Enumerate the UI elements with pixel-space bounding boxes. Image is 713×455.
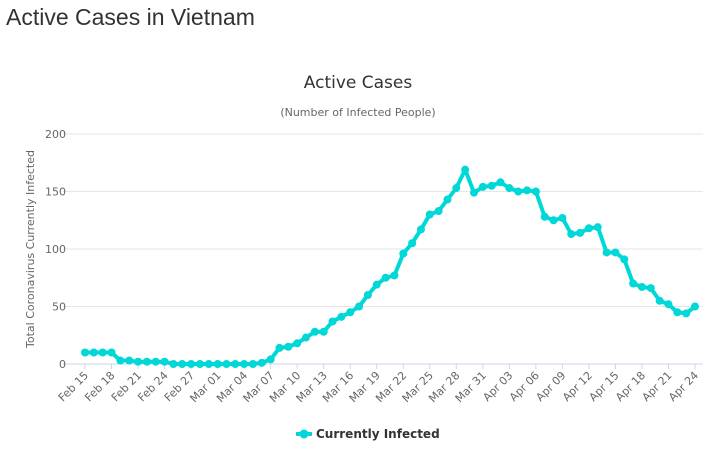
data-point[interactable]	[355, 302, 364, 311]
data-point[interactable]	[425, 210, 434, 219]
data-point[interactable]	[514, 187, 523, 196]
data-point[interactable]	[602, 248, 611, 257]
data-point[interactable]	[293, 339, 302, 348]
data-point[interactable]	[240, 360, 249, 368]
data-point[interactable]	[363, 291, 372, 299]
data-point[interactable]	[637, 282, 646, 291]
data-point[interactable]	[213, 360, 222, 368]
data-point[interactable]	[399, 249, 408, 258]
data-point[interactable]	[691, 302, 699, 311]
data-point[interactable]	[116, 356, 125, 365]
data-point[interactable]	[549, 216, 558, 225]
data-point[interactable]	[337, 312, 346, 321]
data-point[interactable]	[469, 188, 478, 197]
data-point[interactable]	[408, 239, 417, 248]
data-point[interactable]	[125, 356, 134, 365]
data-point[interactable]	[646, 284, 655, 293]
data-point[interactable]	[98, 348, 107, 357]
data-point[interactable]	[673, 308, 682, 317]
chart-subtitle: (Number of Infected People)	[280, 106, 435, 119]
chart-title: Active Cases	[304, 73, 413, 93]
data-point[interactable]	[302, 333, 311, 342]
data-point[interactable]	[310, 327, 319, 336]
data-point[interactable]	[434, 207, 443, 216]
page-title: Active Cases in Vietnam	[6, 4, 255, 30]
y-tick-label: 0	[59, 358, 66, 371]
data-point[interactable]	[187, 360, 196, 368]
data-point[interactable]	[222, 360, 231, 368]
y-tick-label: 50	[52, 301, 66, 314]
data-point[interactable]	[257, 358, 266, 367]
data-point[interactable]	[540, 212, 549, 221]
data-point[interactable]	[452, 184, 461, 193]
data-point[interactable]	[275, 343, 284, 352]
data-point[interactable]	[151, 357, 160, 366]
data-point[interactable]	[346, 308, 355, 317]
data-point[interactable]	[505, 184, 514, 193]
data-point[interactable]	[107, 348, 116, 357]
data-point[interactable]	[664, 300, 673, 309]
data-point[interactable]	[372, 280, 381, 289]
data-point[interactable]	[611, 248, 620, 257]
data-point[interactable]	[248, 360, 257, 368]
data-point[interactable]	[231, 360, 240, 368]
data-point[interactable]	[266, 355, 275, 364]
data-point[interactable]	[558, 213, 567, 222]
data-point[interactable]	[576, 228, 585, 237]
data-point[interactable]	[443, 195, 452, 204]
legend-item-currently-infected[interactable]: Currently Infected	[296, 427, 440, 441]
data-point[interactable]	[523, 186, 532, 195]
legend-marker	[299, 429, 309, 439]
data-point[interactable]	[160, 357, 169, 366]
y-tick-label: 100	[45, 243, 66, 256]
data-point[interactable]	[81, 348, 89, 357]
data-point[interactable]	[134, 357, 143, 366]
data-point[interactable]	[328, 317, 337, 326]
series-line	[85, 167, 697, 366]
x-tick-label: Apr 24	[666, 369, 701, 404]
data-point[interactable]	[593, 223, 602, 232]
data-point[interactable]	[496, 178, 505, 187]
data-point[interactable]	[478, 182, 487, 191]
data-point[interactable]	[89, 348, 98, 357]
data-point[interactable]	[169, 360, 178, 368]
data-point[interactable]	[461, 165, 470, 174]
data-point[interactable]	[487, 181, 496, 190]
data-point[interactable]	[567, 230, 576, 239]
data-point[interactable]	[142, 357, 151, 366]
data-point[interactable]	[204, 360, 213, 368]
data-point[interactable]	[416, 225, 425, 234]
data-point[interactable]	[655, 296, 664, 305]
data-point[interactable]	[178, 360, 187, 368]
data-point[interactable]	[584, 224, 593, 233]
data-point[interactable]	[531, 187, 540, 196]
data-point[interactable]	[390, 271, 399, 280]
legend-label: Currently Infected	[316, 427, 440, 441]
y-axis-title: Total Coronavirus Currently Infected	[24, 150, 37, 349]
y-tick-label: 200	[45, 128, 66, 141]
data-point[interactable]	[284, 342, 293, 351]
data-point[interactable]	[682, 309, 691, 318]
data-point[interactable]	[195, 360, 204, 368]
data-point[interactable]	[319, 327, 328, 336]
y-tick-label: 150	[45, 186, 66, 199]
data-point[interactable]	[620, 255, 629, 264]
data-point[interactable]	[381, 273, 390, 282]
data-point[interactable]	[629, 279, 638, 288]
